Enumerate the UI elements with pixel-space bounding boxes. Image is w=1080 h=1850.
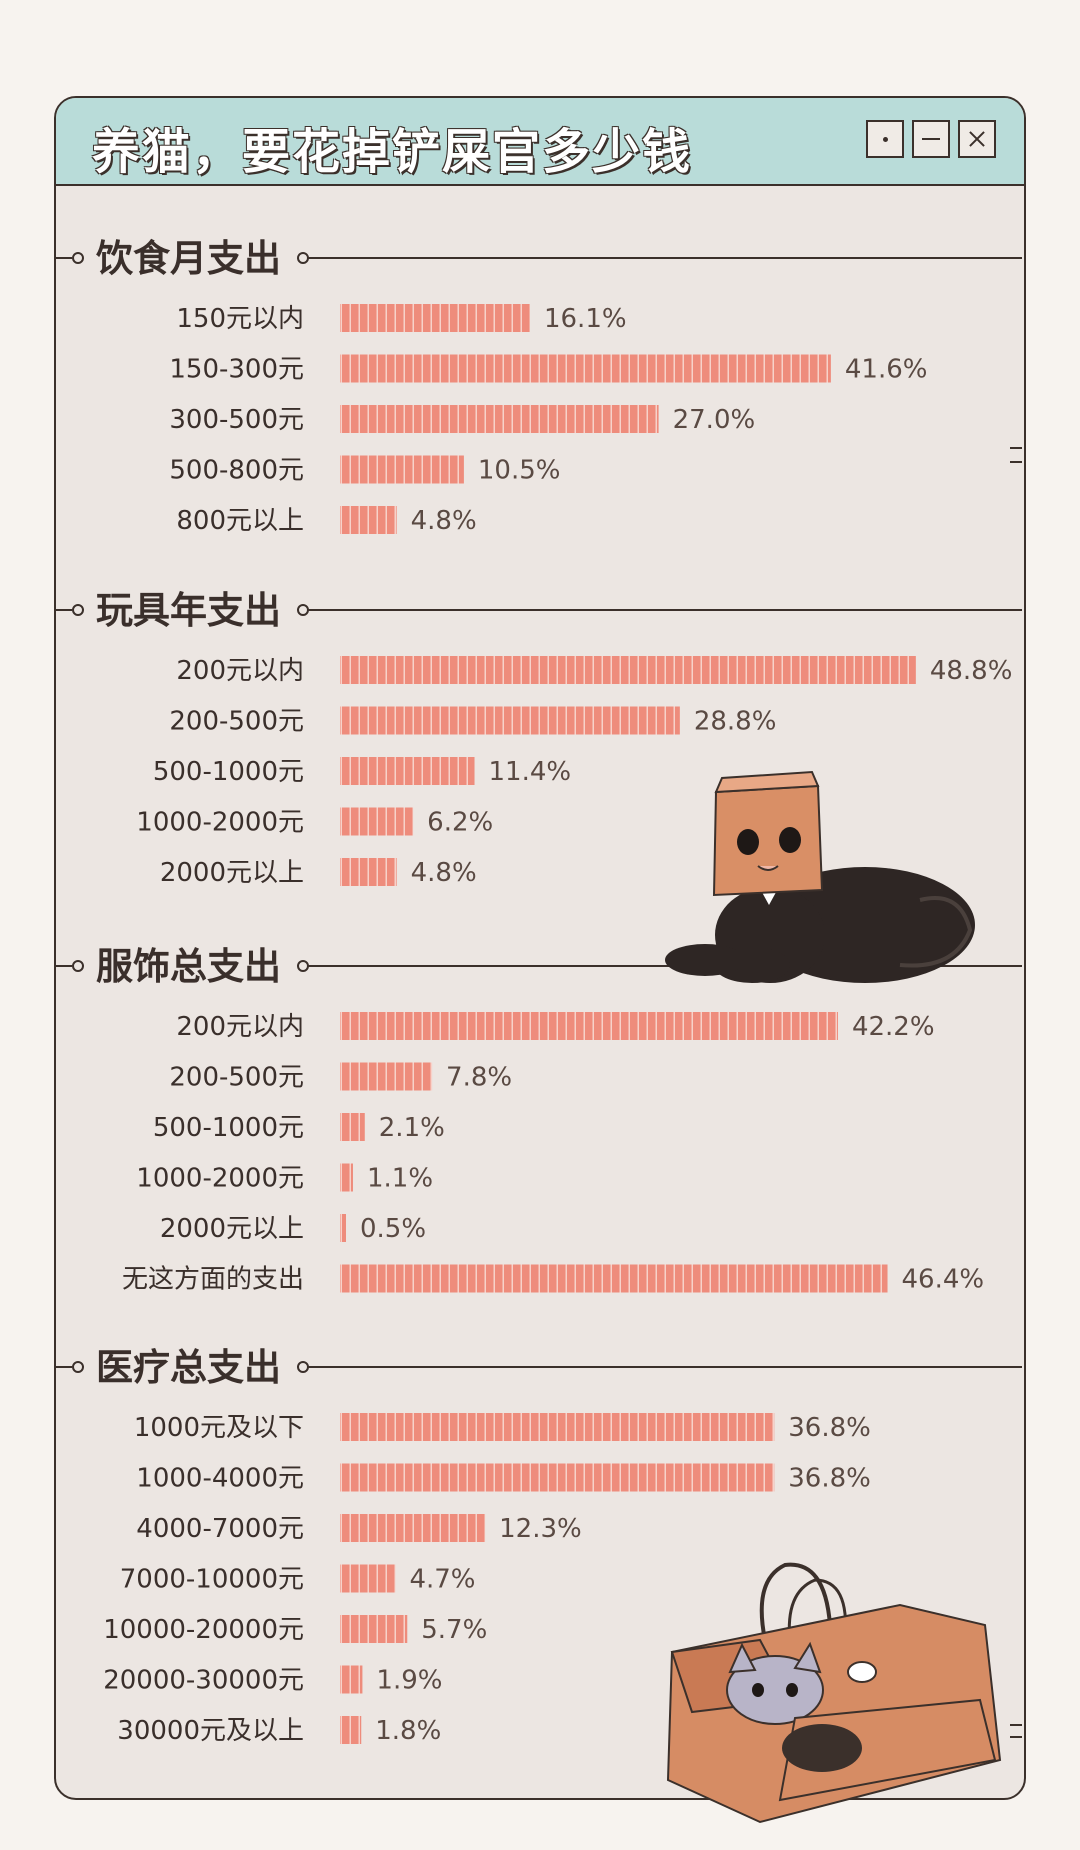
value-label: 4.7% — [409, 1565, 475, 1595]
bar — [340, 405, 659, 433]
category-label: 1000元及以下 — [134, 1413, 304, 1443]
category-label: 2000元以上 — [160, 858, 304, 888]
category-label: 4000-7000元 — [136, 1514, 304, 1544]
category-label: 无这方面的支出 — [122, 1265, 304, 1295]
section-rule-dot — [72, 1361, 84, 1373]
bar — [340, 354, 831, 383]
value-label: 27.0% — [673, 405, 756, 435]
bar — [340, 455, 464, 484]
section-rule-dot — [297, 252, 309, 264]
section-title: 医疗总支出 — [96, 1346, 281, 1389]
value-label: 36.8% — [788, 1413, 871, 1443]
bar — [340, 1214, 346, 1242]
category-label: 500-1000元 — [153, 1113, 304, 1143]
bar — [340, 304, 530, 332]
bar — [340, 1163, 353, 1192]
title-bar: 养猫，要花掉铲屎官多少钱 — [56, 98, 1024, 186]
bar — [340, 1665, 363, 1694]
close-icon[interactable] — [958, 120, 996, 158]
category-label: 1000-4000元 — [136, 1464, 304, 1494]
bar — [340, 1463, 775, 1492]
value-label: 12.3% — [499, 1514, 582, 1544]
page-title: 养猫，要花掉铲屎官多少钱 — [92, 124, 693, 180]
value-label: 4.8% — [411, 506, 477, 536]
category-label: 300-500元 — [169, 405, 304, 435]
value-label: 10.5% — [478, 456, 561, 486]
value-label: 41.6% — [845, 355, 928, 385]
section-rule-dot — [297, 604, 309, 616]
value-label: 6.2% — [427, 808, 493, 838]
bar — [340, 1716, 362, 1744]
bar — [340, 1062, 433, 1091]
category-label: 1000-2000元 — [136, 1164, 304, 1194]
bar — [340, 1413, 775, 1441]
value-label: 36.8% — [788, 1464, 871, 1494]
value-label: 4.8% — [411, 858, 477, 888]
category-label: 200元以内 — [176, 656, 304, 686]
bar — [340, 506, 397, 534]
section-rule-dot — [297, 960, 309, 972]
category-label: 500-1000元 — [153, 757, 304, 787]
value-label: 5.7% — [421, 1615, 487, 1645]
section-title: 玩具年支出 — [96, 589, 281, 632]
category-label: 20000-30000元 — [103, 1666, 304, 1696]
section-title: 饮食月支出 — [96, 237, 281, 280]
category-label: 500-800元 — [169, 456, 304, 486]
category-label: 200-500元 — [169, 707, 304, 737]
value-label: 46.4% — [902, 1265, 985, 1295]
bar — [340, 1113, 365, 1141]
category-label: 200-500元 — [169, 1063, 304, 1093]
paper-bag-cat-icon — [665, 770, 975, 983]
value-label: 0.5% — [360, 1214, 426, 1244]
category-label: 150-300元 — [169, 355, 304, 385]
section-rule-dot — [297, 1361, 309, 1373]
value-label: 1.8% — [375, 1716, 441, 1746]
section-rule-dot — [72, 960, 84, 972]
category-label: 30000元及以上 — [117, 1716, 304, 1746]
section-title: 服饰总支出 — [96, 945, 281, 988]
value-label: 2.1% — [379, 1113, 445, 1143]
bar — [340, 1564, 396, 1593]
bar — [340, 1012, 838, 1040]
category-label: 7000-10000元 — [120, 1565, 304, 1595]
bar — [340, 757, 475, 785]
value-label: 1.9% — [376, 1666, 442, 1696]
category-label: 200元以内 — [176, 1012, 304, 1042]
value-label: 42.2% — [852, 1012, 935, 1042]
value-label: 28.8% — [694, 707, 777, 737]
bar — [340, 1264, 888, 1293]
bar — [340, 807, 414, 836]
shopping-bag-cat-icon — [666, 1562, 1002, 1824]
category-label: 10000-20000元 — [103, 1615, 304, 1645]
category-label: 1000-2000元 — [136, 808, 304, 838]
value-label: 7.8% — [446, 1063, 512, 1093]
category-label: 150元以内 — [176, 304, 304, 334]
bar — [340, 1615, 408, 1643]
minimize-icon[interactable] — [912, 120, 950, 158]
category-label: 2000元以上 — [160, 1214, 304, 1244]
bar — [340, 1514, 486, 1542]
value-label: 1.1% — [367, 1164, 433, 1194]
bar — [340, 858, 397, 886]
value-label: 48.8% — [930, 656, 1013, 686]
section-rule-dot — [72, 604, 84, 616]
section-rule-dot — [72, 252, 84, 264]
dot-icon[interactable] — [866, 120, 904, 158]
bar — [340, 706, 680, 735]
bar — [340, 656, 916, 684]
value-label: 16.1% — [544, 304, 627, 334]
value-label: 11.4% — [489, 757, 572, 787]
category-label: 800元以上 — [176, 506, 304, 536]
